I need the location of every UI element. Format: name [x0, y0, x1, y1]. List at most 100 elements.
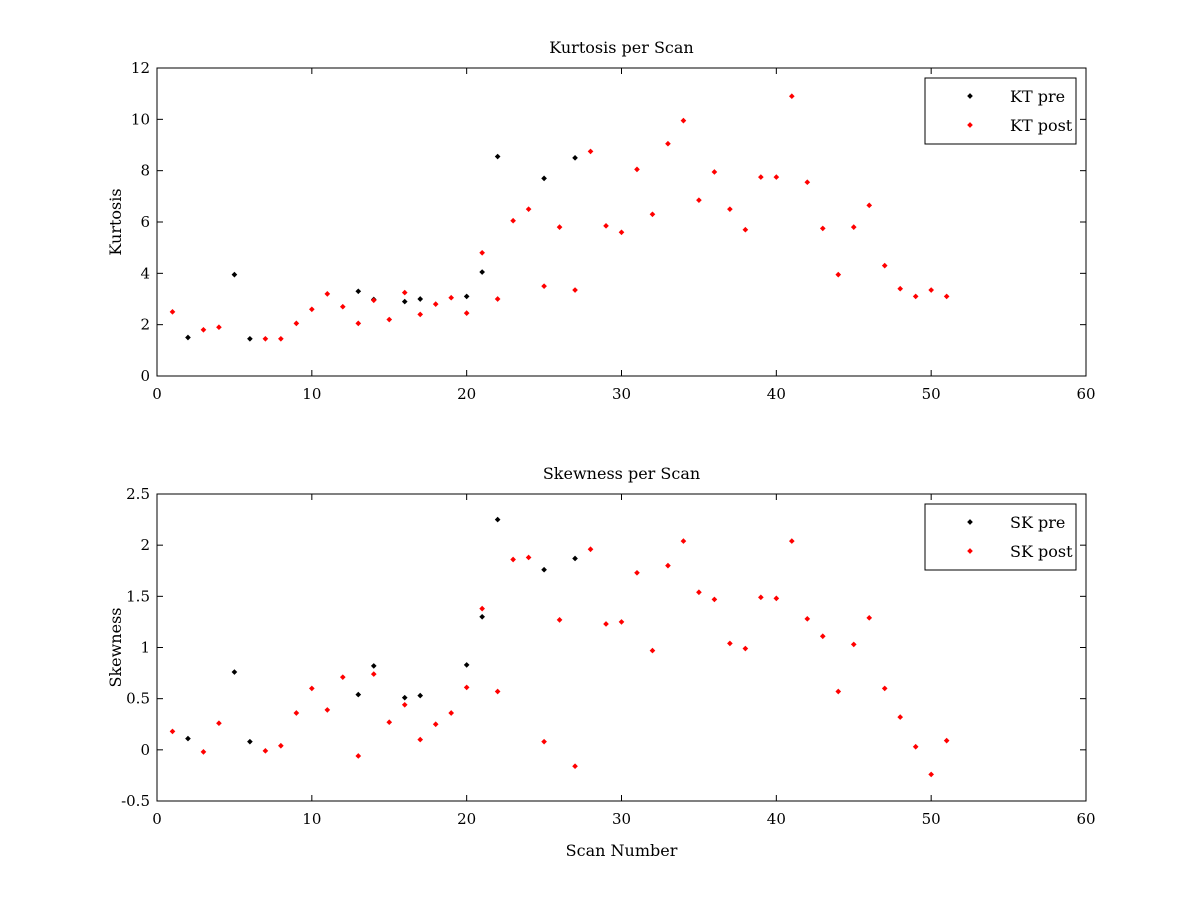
data-point	[572, 287, 578, 293]
data-point	[525, 554, 532, 561]
data-point	[231, 669, 238, 675]
legend-marker	[967, 93, 973, 99]
data-point	[494, 516, 501, 523]
data-point	[665, 562, 671, 569]
data-point	[494, 296, 501, 302]
data-point	[587, 148, 594, 155]
data-point	[355, 691, 362, 698]
data-point	[510, 556, 516, 563]
x-tick-label: 30	[612, 810, 631, 828]
data-point	[788, 538, 795, 544]
x-tick-label: 60	[1076, 385, 1095, 403]
data-point	[463, 684, 470, 691]
data-point	[541, 283, 547, 289]
x-tick-label: 50	[922, 385, 941, 403]
data-point	[696, 197, 702, 204]
data-point	[788, 93, 795, 100]
data-point	[216, 720, 222, 727]
data-point	[897, 714, 904, 720]
y-tick-label: 1.5	[126, 587, 150, 605]
data-point	[262, 335, 269, 342]
legend-box	[924, 77, 1077, 145]
data-point	[649, 647, 656, 654]
data-point	[556, 617, 563, 623]
data-point	[758, 594, 764, 601]
data-point	[293, 710, 300, 716]
data-point	[696, 589, 702, 596]
data-point	[541, 175, 547, 182]
data-point	[479, 249, 485, 256]
data-point	[355, 320, 362, 327]
data-point	[912, 743, 919, 750]
data-point	[634, 569, 640, 576]
data-point	[169, 309, 176, 315]
data-point	[417, 692, 424, 699]
data-point	[324, 291, 331, 297]
data-point	[773, 595, 780, 602]
legend-label: SK post	[1010, 542, 1073, 561]
data-point	[680, 117, 687, 124]
data-point	[479, 605, 485, 612]
legend-marker	[967, 519, 973, 525]
data-point	[401, 701, 408, 708]
data-point	[850, 641, 857, 648]
data-point	[216, 324, 222, 331]
data-point	[634, 166, 640, 173]
data-point	[247, 738, 253, 745]
data-point	[417, 736, 424, 743]
x-tick-label: 0	[152, 385, 162, 403]
y-tick-label: 6	[140, 213, 150, 231]
data-point	[494, 688, 501, 695]
legend-label: KT post	[1010, 116, 1073, 135]
legend: SK pre SK post	[924, 503, 1077, 571]
x-tick-label: 40	[767, 810, 786, 828]
series-sk-post	[169, 538, 950, 778]
data-point	[912, 293, 919, 300]
data-point	[680, 538, 687, 544]
data-point	[324, 707, 331, 713]
data-point	[711, 169, 718, 175]
x-tick-label: 20	[457, 810, 476, 828]
data-point	[185, 334, 191, 341]
data-point	[262, 748, 269, 754]
data-point	[819, 633, 826, 640]
y-axis-label: Skewness	[106, 607, 125, 687]
x-tick-label: 20	[457, 385, 476, 403]
data-point	[881, 685, 888, 692]
data-point	[309, 306, 315, 313]
x-tick-label: 50	[922, 810, 941, 828]
data-point	[200, 749, 207, 755]
x-tick-label: 30	[612, 385, 631, 403]
data-point	[835, 271, 842, 278]
data-point	[727, 206, 733, 212]
data-point	[401, 289, 408, 296]
data-point	[494, 153, 501, 160]
data-point	[819, 225, 826, 232]
data-point	[339, 674, 346, 681]
legend: KT pre KT post	[924, 77, 1077, 145]
data-point	[804, 616, 811, 622]
data-point	[711, 596, 718, 603]
data-point	[525, 206, 532, 212]
legend-marker	[967, 122, 973, 128]
y-tick-label: 8	[140, 162, 150, 180]
data-point	[804, 179, 811, 186]
data-point	[293, 320, 300, 327]
data-point	[742, 645, 749, 652]
data-point	[603, 621, 609, 627]
series-sk-pre	[185, 516, 578, 745]
data-point	[417, 311, 424, 318]
data-point	[866, 614, 873, 621]
data-point	[773, 174, 780, 180]
series-kt-post	[169, 93, 950, 342]
data-point	[866, 202, 873, 209]
data-point	[417, 296, 424, 302]
data-point	[556, 224, 563, 230]
data-point	[649, 211, 656, 218]
data-point	[618, 619, 625, 625]
chart-title: Skewness per Scan	[543, 464, 700, 483]
data-point	[587, 546, 594, 553]
data-point	[510, 217, 516, 224]
y-tick-label: 2	[140, 536, 150, 554]
